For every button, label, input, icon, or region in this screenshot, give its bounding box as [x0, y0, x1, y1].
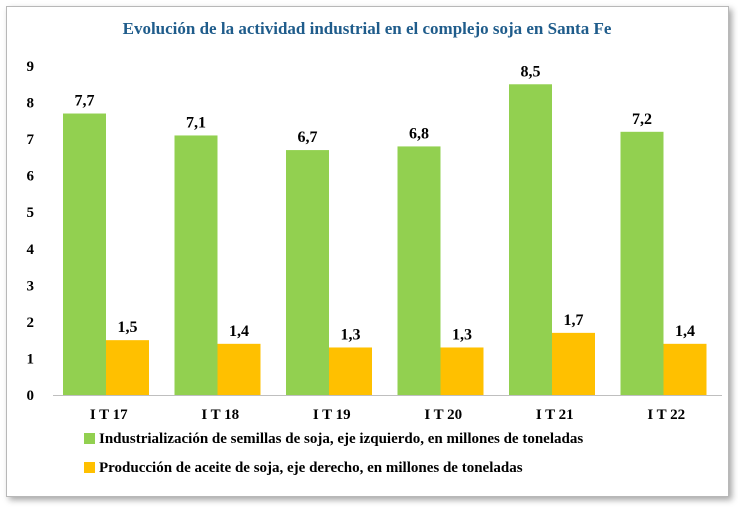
bar-aceite-3 — [440, 347, 484, 395]
y-tick-label-8: 8 — [27, 96, 35, 112]
data-label-aceite-4: 1,7 — [564, 312, 584, 329]
data-label-semillas-3: 6,8 — [409, 125, 429, 142]
x-axis: I T 17 I T 18 I T 19 I T 20 I T 21 I T 22 — [53, 395, 722, 423]
y-axis: 0 1 2 3 4 5 6 7 8 9 — [27, 59, 35, 404]
legend-swatch-semillas — [84, 433, 95, 444]
chart-frame: Evolución de la actividad industrial en … — [6, 6, 729, 497]
x-tick-label-1: I T 18 — [201, 407, 239, 423]
chart-svg: Evolución de la actividad industrial en … — [27, 19, 722, 476]
data-label-aceite-5: 1,4 — [675, 323, 695, 340]
bar-semillas-0 — [63, 113, 106, 396]
bars: 7,7 7,1 6,7 6,8 8,5 7,2 1,5 1,4 1,3 1,3 1,7 1,4 — [63, 63, 707, 396]
data-label-semillas-0: 7,7 — [75, 93, 95, 110]
y-tick-label-0: 0 — [27, 388, 35, 404]
data-label-aceite-1: 1,4 — [229, 323, 249, 340]
x-tick-label-5: I T 22 — [647, 407, 685, 423]
y-tick-label-4: 4 — [27, 242, 35, 258]
legend: Industrialización de semillas de soja, e… — [84, 431, 583, 476]
bar-semillas-3 — [397, 146, 441, 395]
data-label-aceite-2: 1,3 — [341, 326, 361, 343]
bar-aceite-5 — [663, 343, 707, 395]
bar-semillas-4 — [509, 84, 552, 396]
y-tick-label-6: 6 — [27, 169, 35, 185]
bar-aceite-4 — [552, 332, 595, 395]
bar-semillas-5 — [620, 131, 664, 396]
data-label-aceite-0: 1,5 — [118, 319, 138, 336]
y-tick-label-7: 7 — [27, 132, 35, 148]
x-tick-label-4: I T 21 — [536, 407, 574, 423]
bar-semillas-2 — [286, 150, 329, 395]
data-label-semillas-5: 7,2 — [632, 111, 652, 128]
y-tick-label-2: 2 — [27, 315, 35, 331]
legend-label-aceite: Producción de aceite de soja, eje derech… — [99, 460, 523, 476]
data-label-aceite-3: 1,3 — [452, 326, 472, 343]
y-tick-label-9: 9 — [27, 59, 35, 75]
y-tick-label-1: 1 — [27, 351, 35, 367]
data-label-semillas-2: 6,7 — [298, 129, 318, 146]
x-tick-label-2: I T 19 — [313, 407, 351, 423]
x-tick-label-0: I T 17 — [90, 407, 128, 423]
y-tick-label-5: 5 — [27, 205, 35, 221]
legend-label-semillas: Industrialización de semillas de soja, e… — [99, 431, 583, 447]
bar-aceite-2 — [329, 347, 372, 395]
chart-title: Evolución de la actividad industrial en … — [123, 19, 612, 38]
data-label-semillas-4: 8,5 — [521, 63, 541, 80]
x-tick-label-3: I T 20 — [424, 407, 462, 423]
legend-swatch-aceite — [84, 462, 95, 473]
bar-aceite-1 — [217, 343, 261, 395]
y-tick-label-3: 3 — [27, 278, 35, 294]
bar-semillas-1 — [174, 135, 218, 395]
data-label-semillas-1: 7,1 — [186, 114, 206, 131]
bar-aceite-0 — [106, 340, 149, 395]
